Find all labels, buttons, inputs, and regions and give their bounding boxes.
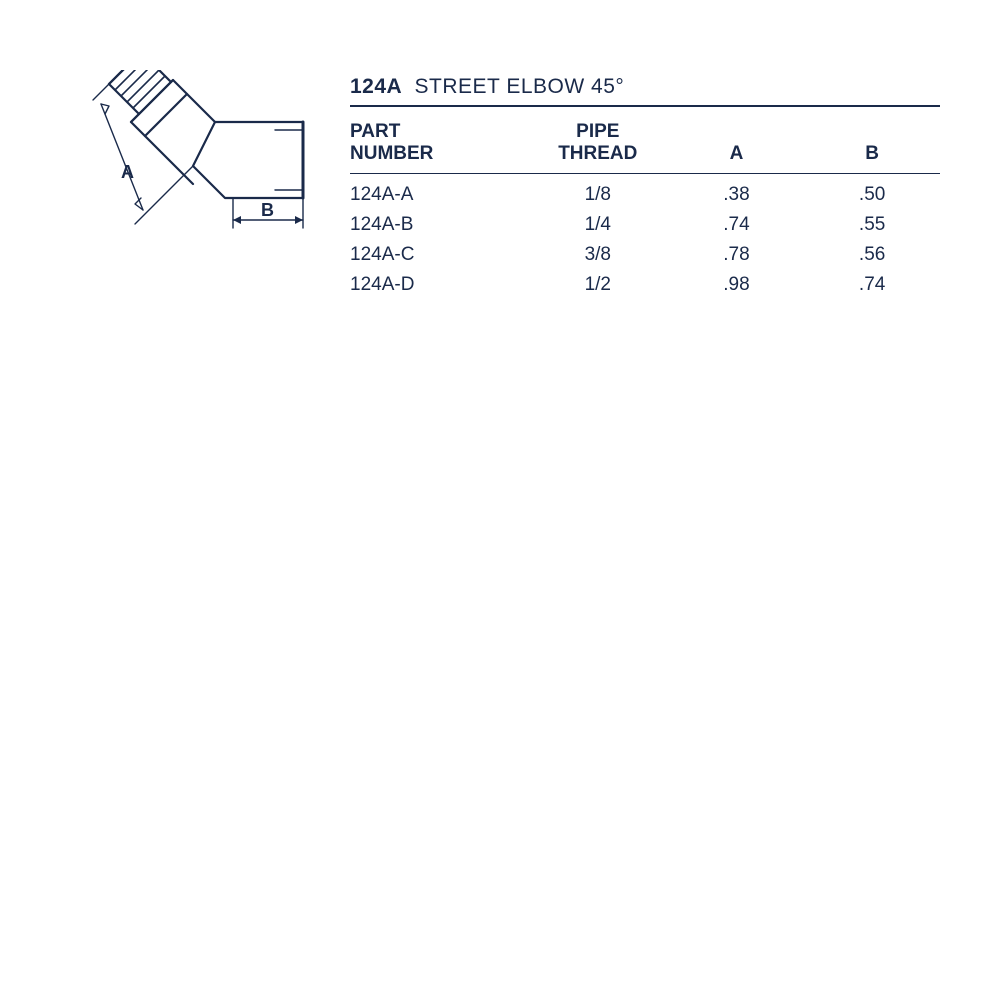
col-header-thread: PIPE THREAD: [527, 117, 669, 173]
cell-part: 124A-D: [350, 270, 527, 300]
spec-block: 124A STREET ELBOW 45° PART NUMBER PIPE T…: [350, 75, 940, 300]
dim-label-a: A: [121, 162, 134, 182]
cell-a: .38: [669, 173, 805, 210]
cell-part: 124A-B: [350, 210, 527, 240]
cell-thread: 1/2: [527, 270, 669, 300]
table-row: 124A-C 3/8 .78 .56: [350, 240, 940, 270]
table-row: 124A-A 1/8 .38 .50: [350, 173, 940, 210]
col-header-b: B: [804, 117, 940, 173]
table-row: 124A-D 1/2 .98 .74: [350, 270, 940, 300]
col-header-thread-l1: PIPE: [576, 121, 619, 142]
part-code: 124A: [350, 75, 402, 98]
part-name: STREET ELBOW 45°: [415, 75, 625, 98]
table-header-row: PART NUMBER PIPE THREAD A B: [350, 117, 940, 173]
col-header-part-l2: NUMBER: [350, 143, 433, 164]
part-diagram: A B: [75, 70, 325, 250]
col-header-part-l1: PART: [350, 121, 400, 142]
spec-table: PART NUMBER PIPE THREAD A B 124A-A 1/8 .…: [350, 117, 940, 300]
col-header-part: PART NUMBER: [350, 117, 527, 173]
cell-b: .55: [804, 210, 940, 240]
table-body: 124A-A 1/8 .38 .50 124A-B 1/4 .74 .55 12…: [350, 173, 940, 300]
cell-b: .56: [804, 240, 940, 270]
table-row: 124A-B 1/4 .74 .55: [350, 210, 940, 240]
cell-thread: 3/8: [527, 240, 669, 270]
dim-label-b: B: [261, 200, 274, 220]
col-header-a: A: [669, 117, 805, 173]
cell-a: .78: [669, 240, 805, 270]
part-title: 124A STREET ELBOW 45°: [350, 75, 940, 107]
cell-thread: 1/4: [527, 210, 669, 240]
catalog-page: A B 124A STREET ELBOW 45° PART NUMBER PI…: [0, 0, 1000, 1000]
cell-b: .50: [804, 173, 940, 210]
cell-part: 124A-A: [350, 173, 527, 210]
cell-b: .74: [804, 270, 940, 300]
col-header-thread-l2: THREAD: [558, 143, 637, 164]
cell-a: .74: [669, 210, 805, 240]
cell-thread: 1/8: [527, 173, 669, 210]
cell-part: 124A-C: [350, 240, 527, 270]
cell-a: .98: [669, 270, 805, 300]
